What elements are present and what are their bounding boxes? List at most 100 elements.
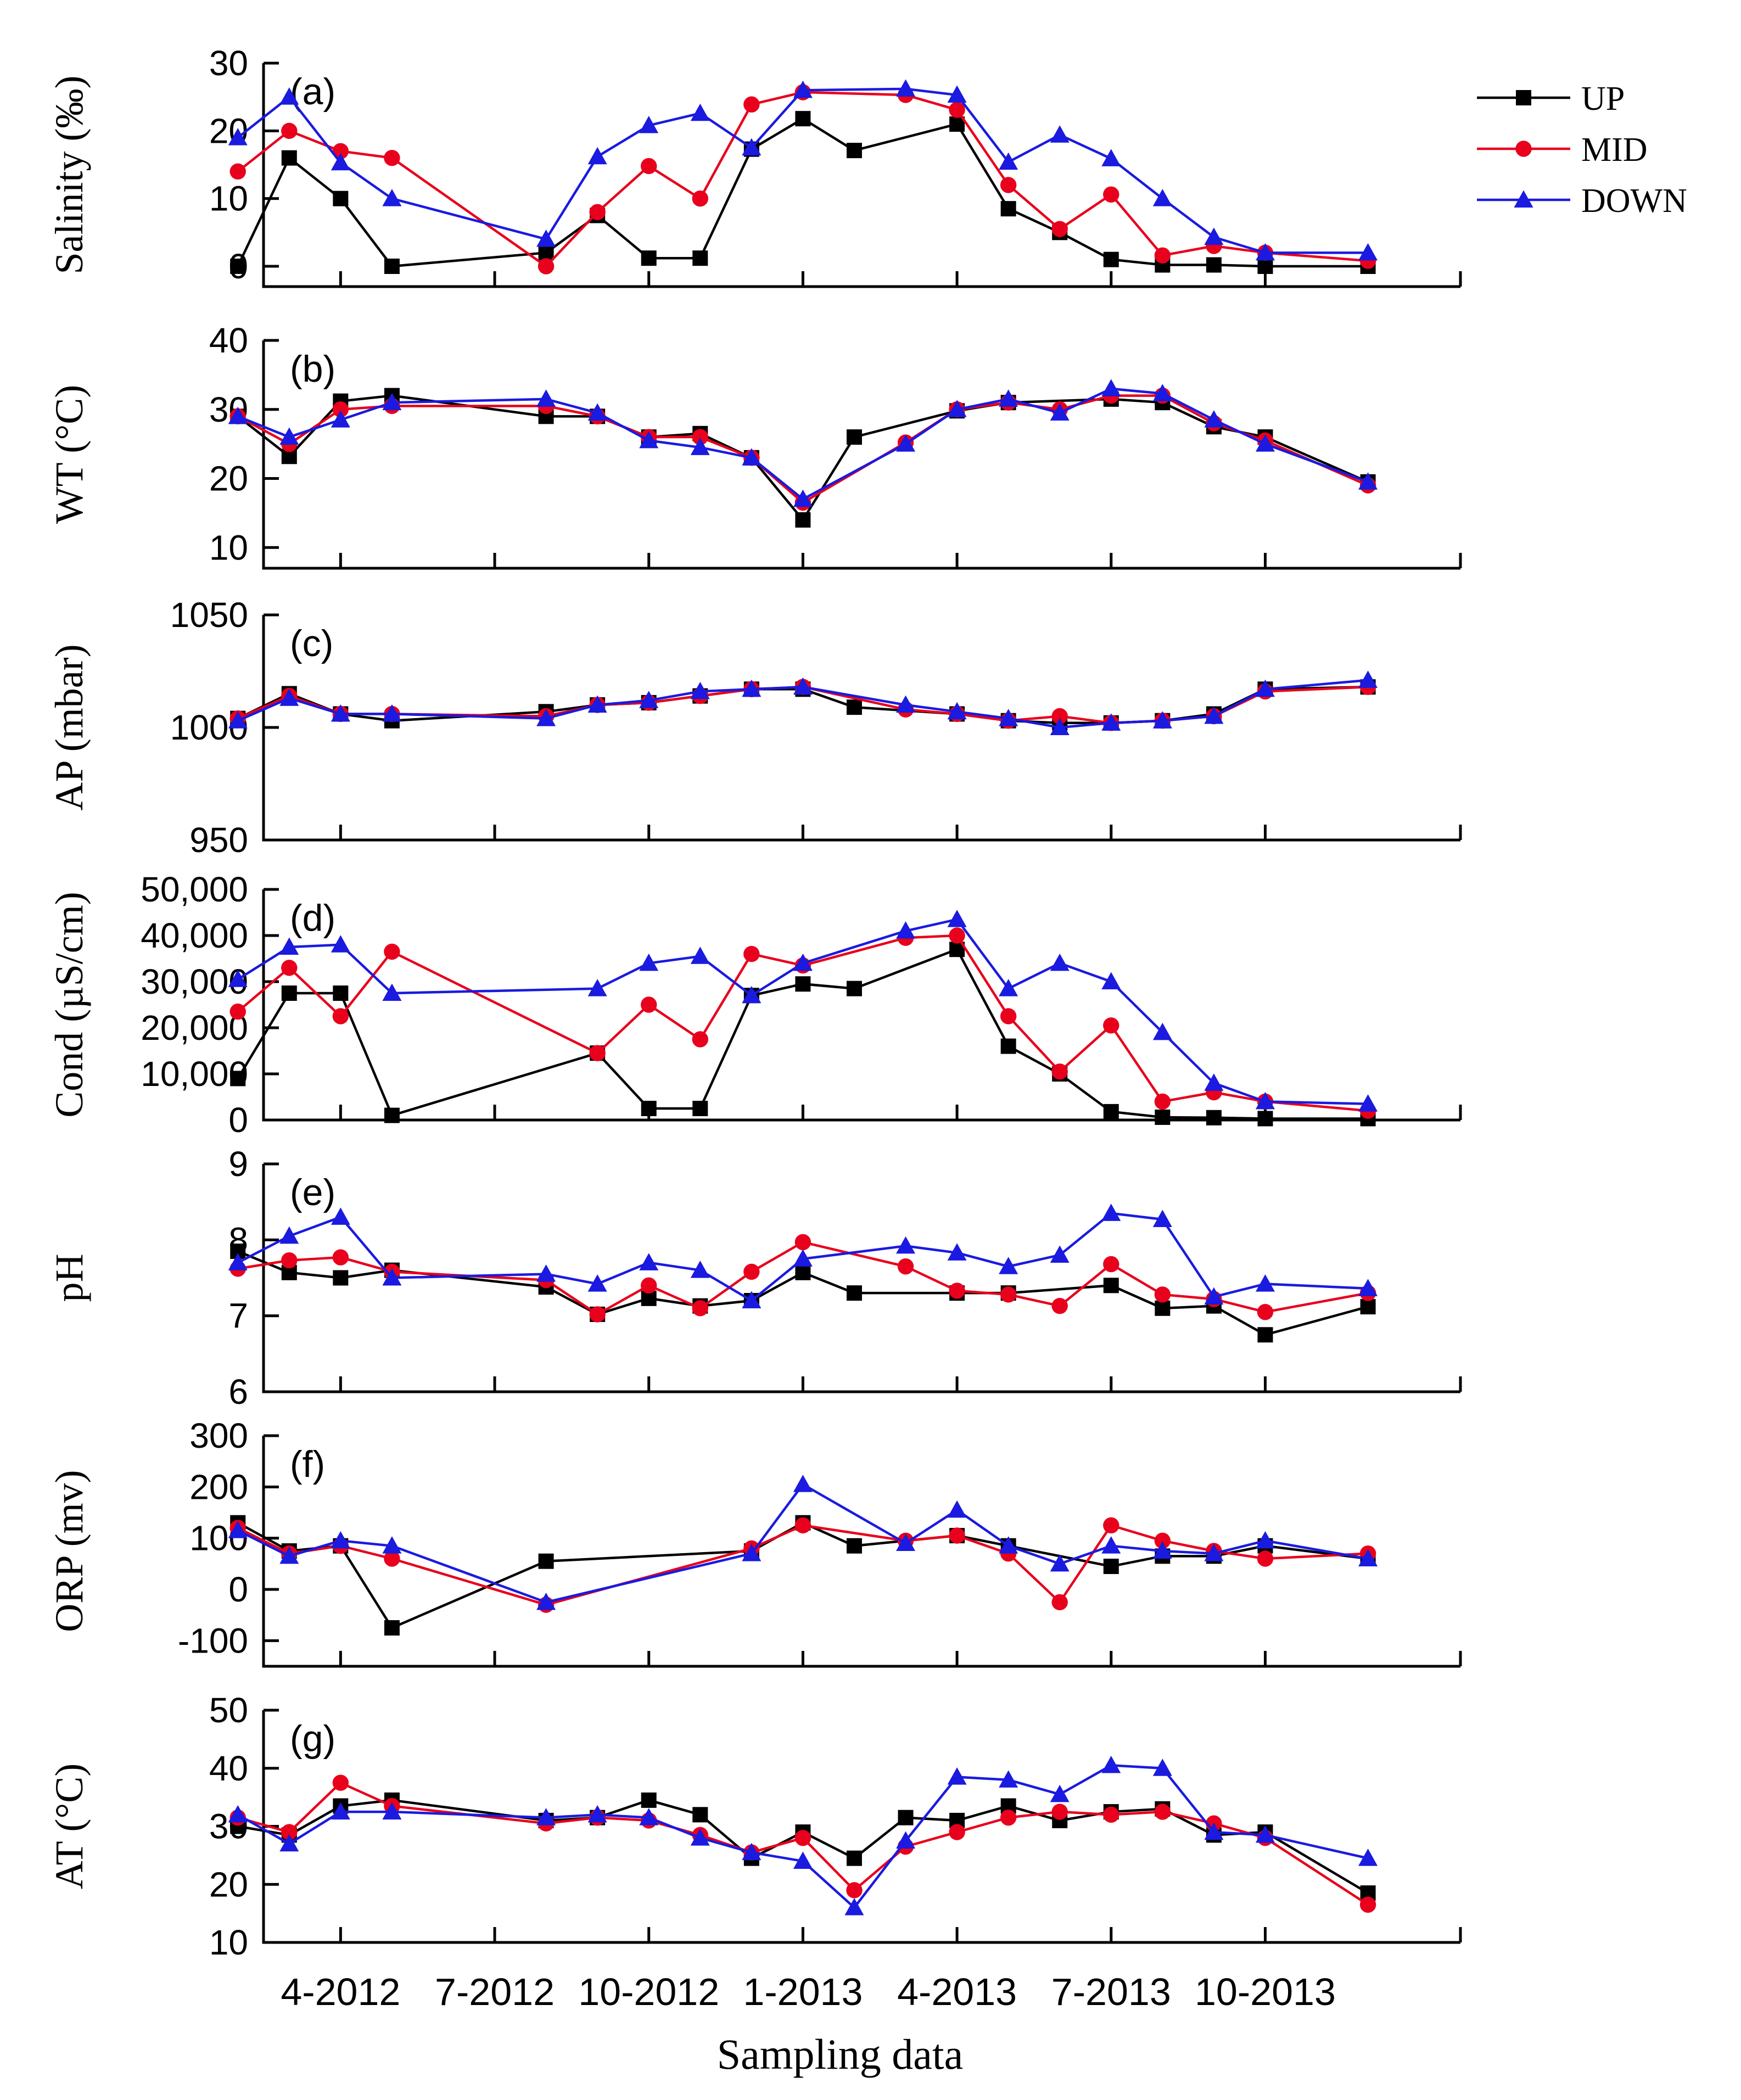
data-point: [382, 983, 402, 1001]
data-point: [1000, 1038, 1016, 1054]
legend-item-down: DOWN: [1477, 182, 1687, 220]
data-point: [793, 1851, 813, 1869]
data-point: [690, 947, 710, 964]
data-point: [1000, 1809, 1017, 1826]
data-point: [846, 429, 862, 445]
data-point: [1050, 1245, 1070, 1263]
data-point: [1206, 257, 1222, 273]
series-up: [230, 111, 1376, 274]
data-point: [641, 158, 657, 175]
y-axis-label: Salinity (‰): [47, 76, 91, 275]
legend: UP MID DOWN: [1477, 80, 1687, 220]
data-point: [382, 1536, 402, 1554]
data-point: [690, 681, 710, 699]
y-tick-label: 950: [189, 820, 248, 860]
axes-c: [262, 615, 1460, 842]
data-point: [639, 691, 659, 708]
data-point: [1051, 1594, 1068, 1611]
data-point: [1152, 1209, 1172, 1227]
y-tick-label: 7: [228, 1296, 248, 1336]
data-point: [1103, 1256, 1119, 1273]
data-point: [1103, 1806, 1119, 1823]
data-point: [538, 245, 554, 261]
data-point: [1257, 259, 1273, 274]
data-point: [587, 979, 607, 996]
data-point: [1051, 1297, 1068, 1314]
y-tick-label: 20,000: [141, 1008, 248, 1048]
data-point: [1204, 227, 1224, 245]
axes-f: [262, 1436, 1460, 1668]
data-point: [587, 695, 607, 713]
data-point: [228, 1805, 248, 1823]
x-tick-label: 7-2013: [1051, 1970, 1171, 2013]
data-point: [846, 143, 862, 159]
data-point: [898, 1810, 914, 1825]
data-point: [1103, 1559, 1119, 1574]
data-point: [331, 935, 350, 953]
data-point: [742, 1291, 762, 1308]
data-point: [279, 427, 299, 445]
y-tick-label: 30,000: [141, 962, 248, 1001]
data-point: [331, 1531, 350, 1549]
data-point: [279, 688, 299, 706]
data-point: [382, 1802, 402, 1820]
data-point: [1152, 711, 1172, 729]
data-point: [1204, 1822, 1224, 1840]
data-point: [947, 702, 967, 720]
data-point: [1000, 201, 1016, 217]
y-tick-label: 0: [228, 1570, 248, 1609]
data-point: [1358, 670, 1378, 688]
panel-label: (f): [290, 1443, 325, 1485]
data-point: [279, 87, 299, 105]
legend-marker: [1515, 141, 1532, 157]
series-down: [228, 910, 1378, 1112]
data-point: [794, 1517, 811, 1534]
data-point: [333, 191, 349, 206]
data-point: [795, 111, 811, 127]
data-point: [1101, 713, 1121, 731]
data-point: [1204, 410, 1224, 428]
data-point: [1255, 679, 1275, 697]
data-point: [1101, 1536, 1121, 1554]
data-point: [229, 163, 246, 180]
data-point: [690, 103, 710, 121]
x-tick-label: 4-2013: [897, 1970, 1017, 2013]
data-point: [947, 1767, 967, 1785]
data-point: [949, 102, 965, 118]
data-point: [1000, 1286, 1017, 1303]
data-point: [1359, 1896, 1376, 1913]
y-axis-label: pH: [47, 1254, 91, 1302]
data-point: [1051, 221, 1068, 237]
data-point: [692, 190, 708, 207]
data-point: [896, 1236, 916, 1254]
series-up: [230, 942, 1376, 1127]
series-line: [237, 1521, 1368, 1629]
data-point: [639, 430, 659, 449]
data-point: [536, 229, 556, 247]
data-point: [1152, 1541, 1172, 1559]
data-point: [230, 259, 246, 274]
data-point: [1051, 1063, 1068, 1080]
data-point: [1152, 384, 1172, 401]
data-point: [281, 122, 298, 139]
data-point: [1103, 1278, 1119, 1293]
data-point: [536, 1264, 556, 1282]
data-point: [1358, 1849, 1378, 1866]
data-point: [1103, 251, 1119, 267]
data-point: [587, 1805, 607, 1823]
series-line: [237, 1781, 1369, 1906]
panel-a: 0102030(a)Salinity (‰): [47, 43, 1462, 288]
data-point: [536, 709, 556, 726]
data-point: [999, 979, 1018, 996]
data-point: [228, 1521, 248, 1538]
data-point: [332, 401, 349, 418]
data-point: [742, 679, 762, 697]
data-point: [229, 1003, 246, 1020]
axes-b: [262, 340, 1460, 570]
data-point: [1255, 434, 1275, 452]
data-point: [896, 695, 916, 713]
data-point: [228, 406, 248, 424]
x-tick-label: 10-2013: [1195, 1970, 1336, 2013]
data-point: [692, 1101, 708, 1116]
